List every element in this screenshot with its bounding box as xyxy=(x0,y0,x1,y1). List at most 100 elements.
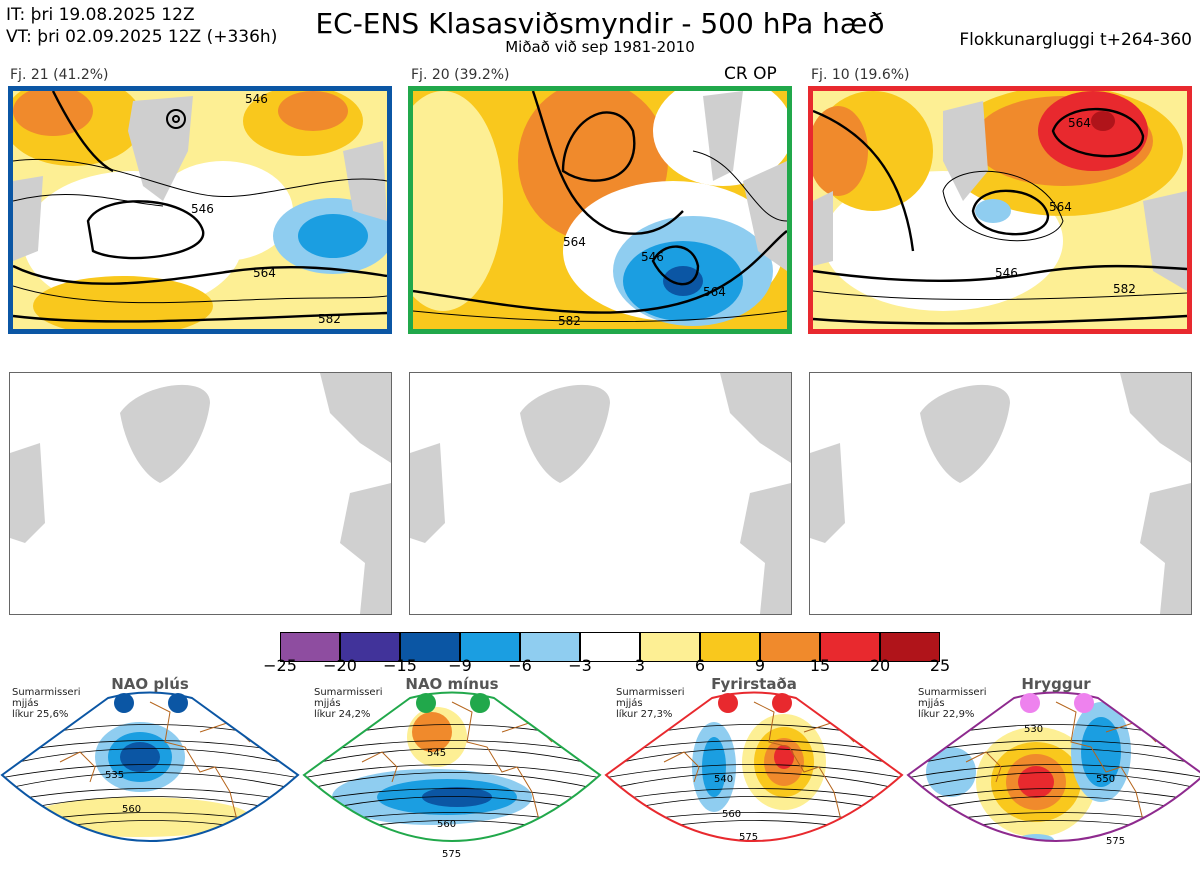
height-contour xyxy=(2,772,298,791)
regime-panel[interactable]: 540 560 575 Fyrirstaða Sumarmisseri mjjás líku… xyxy=(604,672,904,871)
colorbar-cell xyxy=(820,632,880,662)
colorbar-cell xyxy=(760,632,820,662)
regime-map: 535 560 xyxy=(0,691,300,842)
height-contour xyxy=(606,772,902,791)
regime-info-line: mjjás xyxy=(314,698,341,709)
colorbar-tick: 15 xyxy=(809,656,831,675)
regime-info: Sumarmisseri mjjás líkur 25,6% xyxy=(12,687,80,720)
cluster-2-map[interactable]: 546 564 582 564 xyxy=(408,86,792,334)
regime-info-line: líkur 27,3% xyxy=(616,709,673,720)
regime-panel[interactable]: 530 550 575 Hryggur Sumarmisseri mjjás líkur 2… xyxy=(906,672,1200,871)
anomaly-area xyxy=(1081,717,1121,787)
contour-label: 530 xyxy=(1024,724,1043,735)
regime-title: Fyrirstaða xyxy=(711,675,797,693)
regime-panel[interactable]: 545 560 575 NAO mínus Sumarmisseri mjjás líkur… xyxy=(302,672,602,871)
contour-label: 575 xyxy=(1106,836,1125,847)
colorbar-tick: −9 xyxy=(448,656,472,675)
regime-dot xyxy=(718,693,738,713)
regime-info-line: líkur 24,2% xyxy=(314,709,371,720)
regime-title: NAO mínus xyxy=(405,675,499,693)
anomaly-area xyxy=(702,737,726,797)
regime-info-line: líkur 25,6% xyxy=(12,709,69,720)
cluster-1-anomaly-map: 546 564 582 546 xyxy=(13,91,387,329)
page-subtitle: Miðað við sep 1981-2010 xyxy=(505,38,695,56)
colorbar-tick: −3 xyxy=(568,656,592,675)
regime-info-line: líkur 22,9% xyxy=(918,709,975,720)
regime-info-line: mjjás xyxy=(616,698,643,709)
regime-border xyxy=(302,691,602,842)
regime-info-line: mjjás xyxy=(12,698,39,709)
contour-label: 560 xyxy=(122,804,141,815)
colorbar-cell xyxy=(460,632,520,662)
colorbar-tick: 3 xyxy=(634,656,646,675)
issue-time: IT: þri 19.08.2025 12Z xyxy=(6,5,195,25)
colorbar-cell xyxy=(640,632,700,662)
regime-info-line: Sumarmisseri xyxy=(918,687,987,698)
cluster-3-label: Fj. 10 (19.6%) xyxy=(811,67,910,83)
regime-title: Hryggur xyxy=(1021,675,1091,693)
contour-label: 564 xyxy=(1068,116,1091,130)
contour-label: 560 xyxy=(722,809,741,820)
colorbar-cell xyxy=(520,632,580,662)
member-map-1-landmass xyxy=(10,373,391,614)
height-contour xyxy=(908,788,1200,803)
header-times: IT: þri 19.08.2025 12Z VT: þri 02.09.202… xyxy=(6,4,277,48)
height-contour xyxy=(2,748,298,767)
regime-map: 545 560 575 xyxy=(302,691,602,860)
colorbar-tick: 6 xyxy=(694,656,706,675)
contour-label: 546 xyxy=(641,250,664,264)
contour-label: 564 xyxy=(703,285,726,299)
anomaly-area xyxy=(120,742,160,772)
colorbar-tick: −20 xyxy=(323,656,357,675)
contour-label: 575 xyxy=(442,849,461,860)
height-contour xyxy=(606,796,902,815)
colorbar-cell xyxy=(400,632,460,662)
colorbar-tick: −15 xyxy=(383,656,417,675)
regime-map: 530 550 575 xyxy=(906,691,1200,847)
regime-dot xyxy=(168,693,188,713)
contour-label: 564 xyxy=(563,235,586,249)
cluster-3-map[interactable]: 546 582 564 564 xyxy=(808,86,1192,334)
cluster-1-label: Fj. 21 (41.2%) xyxy=(10,67,109,83)
height-contour xyxy=(606,812,902,827)
regime-border xyxy=(0,691,300,842)
colorbar-tick: 25 xyxy=(929,656,951,675)
colorbar-cell xyxy=(580,632,640,662)
contour-label: 564 xyxy=(253,266,276,280)
colorbar-tick: 9 xyxy=(754,656,766,675)
valid-time: VT: þri 02.09.2025 12Z (+336h) xyxy=(6,27,278,47)
height-contour xyxy=(304,764,600,779)
regime-info: Sumarmisseri mjjás líkur 24,2% xyxy=(314,687,382,720)
regime-dot xyxy=(470,693,490,713)
regime-border xyxy=(604,691,904,842)
regime-dot xyxy=(1020,693,1040,713)
height-contour xyxy=(908,748,1200,767)
colorbar-cell xyxy=(340,632,400,662)
anomaly-area xyxy=(412,712,452,752)
colorbar-cell xyxy=(880,632,940,662)
cluster-1-map[interactable]: 546 564 582 546 xyxy=(8,86,392,334)
contour-label: 545 xyxy=(427,748,446,759)
contour-label: 560 xyxy=(437,819,456,830)
anomaly-area xyxy=(30,797,250,837)
height-contour xyxy=(908,772,1200,791)
regime-info: Sumarmisseri mjjás líkur 22,9% xyxy=(918,687,986,720)
regime-panel[interactable]: 535 560 NAO plús Sumarmisseri mjjás líkur 25,… xyxy=(0,672,300,871)
height-contour xyxy=(606,764,902,779)
member-map-3-landmass xyxy=(810,373,1191,614)
member-map-1[interactable] xyxy=(9,372,392,615)
regime-info-line: Sumarmisseri xyxy=(314,687,383,698)
member-map-3[interactable] xyxy=(809,372,1192,615)
colorbar-cell xyxy=(700,632,760,662)
member-map-2[interactable] xyxy=(409,372,792,615)
height-contour xyxy=(304,748,600,767)
regime-info-line: Sumarmisseri xyxy=(12,687,81,698)
cluster-3-anomaly-map: 546 582 564 564 xyxy=(813,91,1187,329)
height-contour xyxy=(304,772,600,791)
contour-label: 575 xyxy=(739,832,758,843)
colorbar-cell xyxy=(280,632,340,662)
contour-label: 582 xyxy=(1113,282,1136,296)
contour-label: 540 xyxy=(714,774,733,785)
page-title: EC-ENS Klasasviðsmyndir - 500 hPa hæð xyxy=(315,7,885,40)
regime-map: 540 560 575 xyxy=(604,691,904,843)
